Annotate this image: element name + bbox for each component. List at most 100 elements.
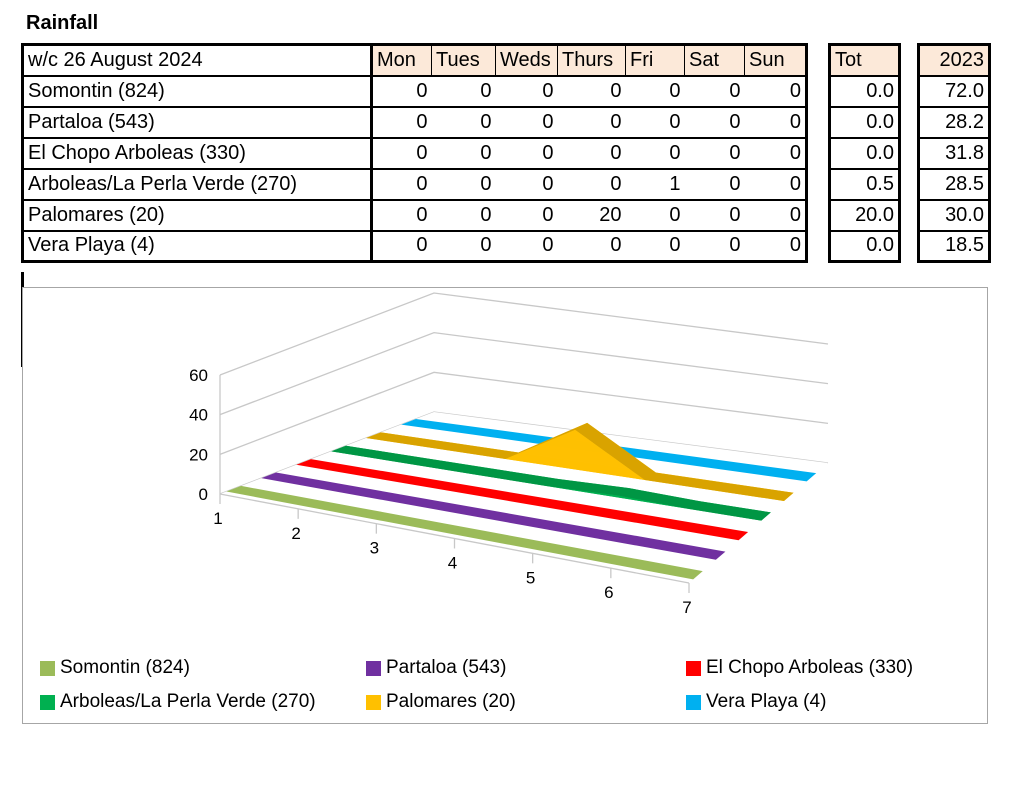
tot-cell: 0.0 [829,74,900,107]
legend-swatch [686,694,701,710]
legend-swatch [366,694,381,710]
rain-cell: 0 [495,74,558,107]
year-2023-table: 2023 72.0 28.2 31.8 28.5 30.0 18.5 [917,43,991,263]
series-area-front [331,451,762,521]
rain-cell: 0 [371,74,432,107]
chart-plot: 0 20 40 60 1 2 3 4 5 6 7 [189,292,829,617]
table-row: Somontin (824) 0 0 0 0 0 0 0 [22,74,807,107]
x-tick-label: 1 [213,509,222,528]
legend-label: Somontin (824) [60,657,190,678]
tot-cell: 0.0 [829,229,900,262]
rain-cell: 0 [744,105,807,138]
rain-cell: 0 [495,167,558,200]
table-row: Vera Playa (4) 0 0 0 0 0 0 0 [22,229,807,262]
page-title: Rainfall [26,12,99,34]
gridline [219,371,829,455]
rain-cell: 0 [495,105,558,138]
gridline [219,332,829,416]
rain-cell: 0 [495,198,558,231]
rain-cell: 0 [625,198,685,231]
day-header-fri: Fri [625,44,685,76]
rain-cell: 0 [431,136,496,169]
rain-cell: 0 [744,198,807,231]
legend-swatch [686,660,701,676]
rain-cell: 0 [495,136,558,169]
legend-item: Vera Playa (4) [686,691,826,713]
legend-label: El Chopo Arboleas (330) [706,657,914,678]
rain-cell: 0 [495,229,558,262]
rain-cell: 0 [557,74,626,107]
year-2023-cell: 31.8 [918,136,990,169]
week-label: w/c 26 August 2024 [22,44,373,76]
x-tick-label: 4 [448,554,457,573]
legend-swatch [366,660,381,676]
rain-cell: 0 [684,136,745,169]
station-name: Palomares (20) [22,198,373,231]
year-2023-cell: 18.5 [918,229,990,262]
y-tick-label: 40 [189,406,208,425]
rain-cell: 20 [557,198,626,231]
table-row: Arboleas/La Perla Verde (270) 0 0 0 0 1 0 0 [22,167,807,200]
rain-cell: 0 [371,229,432,262]
rain-cell: 0 [625,229,685,262]
series-area-top [331,445,771,521]
rain-cell: 0 [371,136,432,169]
rain-cell: 0 [684,229,745,262]
rainfall-table: w/c 26 August 2024 Mon Tues Weds Thurs F… [21,43,808,263]
rain-cell: 0 [625,105,685,138]
series-area-front [366,429,784,501]
rain-cell: 0 [684,74,745,107]
rain-cell: 0 [431,229,496,262]
day-header-mon: Mon [371,44,432,76]
rain-cell: 0 [371,198,432,231]
tot-cell: 0.5 [829,167,900,200]
legend-swatch [40,660,55,676]
rain-cell: 0 [684,198,745,231]
legend-swatch [40,694,55,710]
year-2023-cell: 30.0 [918,198,990,231]
year-2023-cell: 28.2 [918,105,990,138]
legend-item: Palomares (20) [366,691,516,713]
station-name: Partaloa (543) [22,105,373,138]
x-tick-label: 7 [682,598,691,617]
tot-cell: 0.0 [829,136,900,169]
series-ribbon [261,472,726,560]
year-2023-header: 2023 [918,44,990,76]
y-tick-label: 0 [199,485,208,504]
station-name: Arboleas/La Perla Verde (270) [22,167,373,200]
legend-item: Arboleas/La Perla Verde (270) [40,691,316,713]
x-tick-label: 3 [370,539,379,558]
rain-cell: 0 [557,229,626,262]
series-area-top [366,422,794,501]
rain-cell: 0 [625,136,685,169]
gridline [219,292,829,376]
year-2023-cell: 28.5 [918,167,990,200]
legend-item: Partaloa (543) [366,657,506,679]
y-tick-label: 20 [189,445,208,464]
tot-cell: 20.0 [829,198,900,231]
table-row: El Chopo Arboleas (330) 0 0 0 0 0 0 0 [22,136,807,169]
series-ribbon [226,485,703,580]
rain-cell: 0 [557,136,626,169]
tot-header: Tot [829,44,900,76]
station-name: Somontin (824) [22,74,373,107]
rain-cell: 0 [431,105,496,138]
rain-cell: 0 [431,74,496,107]
x-tick-label: 6 [604,583,613,602]
rain-cell: 1 [625,167,685,200]
series-ribbon [296,459,749,541]
legend-item: Somontin (824) [40,657,190,679]
rain-cell: 0 [431,198,496,231]
rain-cell: 0 [744,136,807,169]
x-tick-label: 5 [526,568,535,587]
legend-item: El Chopo Arboleas (330) [686,657,913,679]
rain-cell: 0 [684,167,745,200]
y-tick-label: 60 [189,366,208,385]
legend-label: Arboleas/La Perla Verde (270) [60,691,316,712]
rain-cell: 0 [371,105,432,138]
day-header-thurs: Thurs [557,44,626,76]
day-header-sun: Sun [744,44,807,76]
table-row: Partaloa (543) 0 0 0 0 0 0 0 [22,105,807,138]
legend-label: Palomares (20) [386,691,516,712]
table-header-row: w/c 26 August 2024 Mon Tues Weds Thurs F… [22,44,807,76]
